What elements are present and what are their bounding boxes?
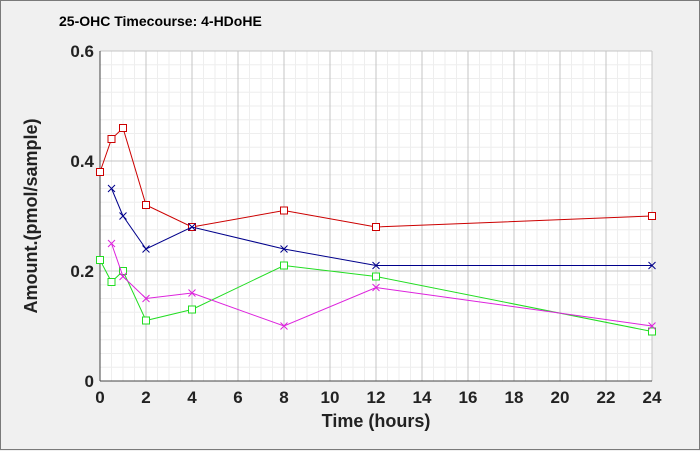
- data-point: [280, 261, 288, 270]
- x-tick-label: 8: [279, 388, 288, 407]
- x-tick-label: 24: [643, 388, 662, 407]
- data-point: [188, 305, 196, 314]
- data-point: [142, 201, 150, 209]
- data-point: [372, 272, 380, 281]
- x-tick-label: 0: [95, 388, 104, 407]
- y-tick-label: 0: [85, 372, 94, 391]
- data-point: [280, 245, 288, 253]
- data-point: [107, 184, 116, 193]
- data-point: [119, 267, 127, 275]
- x-tick-label: 6: [233, 388, 242, 407]
- y-tick-label: 0.4: [70, 152, 94, 171]
- grid: [99, 50, 653, 382]
- series-4: [107, 239, 656, 330]
- x-tick-label: 22: [597, 388, 616, 407]
- y-axis-label: Amount.(pmol/sample): [21, 118, 41, 313]
- x-tick-label: 20: [551, 388, 570, 407]
- y-tick-label: 0.6: [70, 42, 94, 61]
- data-point: [280, 322, 288, 330]
- x-tick-label: 2: [141, 388, 150, 407]
- series-3: [96, 256, 656, 336]
- data-point: [119, 124, 127, 132]
- data-point: [280, 206, 288, 215]
- x-axis-label: Time (hours): [322, 411, 431, 431]
- data-point: [648, 322, 656, 330]
- data-point: [372, 223, 380, 231]
- x-tick-label: 18: [505, 388, 524, 407]
- data-point: [107, 239, 116, 248]
- data-point: [107, 135, 116, 143]
- data-point: [96, 256, 104, 264]
- data-point: [648, 327, 656, 336]
- data-point: [142, 294, 150, 303]
- data-point: [142, 316, 150, 325]
- data-point: [142, 245, 150, 253]
- y-tick-label: 0.2: [70, 262, 94, 281]
- data-point: [96, 168, 104, 176]
- data-point: [188, 223, 196, 231]
- x-tick-label: 16: [459, 388, 478, 407]
- series-2: [107, 184, 656, 270]
- data-point: [107, 278, 116, 286]
- data-point: [372, 283, 380, 292]
- data-point: [119, 212, 127, 220]
- data-point: [648, 212, 656, 220]
- series-1: [96, 124, 656, 231]
- x-tick-label: 14: [413, 388, 432, 407]
- chart-title: 25-OHC Timecourse: 4-HDoHE: [59, 13, 262, 29]
- series-group: [96, 124, 656, 336]
- x-tick-label: 4: [187, 388, 197, 407]
- data-point: [372, 261, 380, 270]
- x-tick-label: 12: [367, 388, 386, 407]
- x-tick-label: 10: [321, 388, 340, 407]
- data-point: [188, 289, 196, 297]
- data-point: [648, 261, 656, 270]
- data-point: [119, 272, 127, 281]
